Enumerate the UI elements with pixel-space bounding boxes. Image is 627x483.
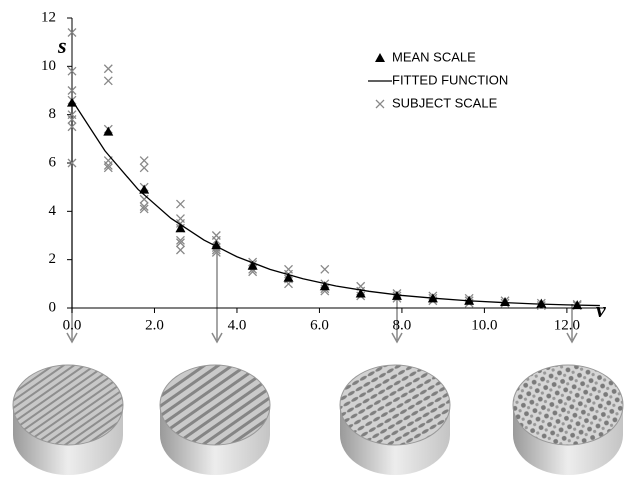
texture-cylinder: [339, 364, 451, 475]
texture-cylinder: [12, 364, 124, 475]
subject-point: [176, 245, 185, 255]
mean-point: [283, 272, 294, 282]
subject-point: [67, 66, 77, 76]
x-tick-label: 0.0: [63, 317, 82, 333]
y-tick-label: 4: [49, 203, 57, 219]
y-tick-label: 8: [49, 106, 57, 122]
subject-point: [139, 202, 149, 211]
subject-point: [67, 115, 77, 124]
x-tick-label: 12.0: [554, 317, 580, 333]
subject-point: [67, 86, 77, 95]
x-tick-label: 10.0: [471, 317, 497, 333]
mean-point: [355, 288, 366, 298]
subject-point: [139, 163, 149, 173]
mean-point: [175, 223, 186, 233]
subject-point: [139, 204, 149, 214]
subject-point: [103, 64, 113, 74]
fitted-line: [71, 99, 600, 307]
y-tick-label: 2: [49, 251, 57, 267]
mean-point: [103, 126, 114, 136]
x-tick-label: 2.0: [145, 317, 164, 333]
texture-samples: [12, 364, 624, 475]
y-tick-label: 10: [41, 58, 56, 74]
subject-point: [67, 158, 77, 168]
pointer-arrows: [66, 102, 578, 344]
y-axis-label: s: [57, 33, 67, 58]
subject-point: [103, 160, 113, 170]
subject-point: [211, 247, 221, 257]
mean-point: [319, 281, 330, 291]
mean-point: [536, 298, 547, 308]
legend-label: FITTED FUNCTION: [392, 72, 508, 87]
x-tick-label: 8.0: [393, 317, 412, 333]
y-tick-label: 0: [49, 299, 57, 315]
mean-point: [500, 296, 511, 306]
subject-point: [67, 122, 77, 132]
subject-point: [103, 163, 113, 173]
x-axis-label: v: [596, 297, 606, 322]
mean-point: [427, 293, 438, 303]
x-tick-label: 4.0: [228, 317, 247, 333]
mean-point: [247, 260, 258, 270]
mean-point: [211, 240, 222, 250]
mean-point: [139, 184, 150, 194]
mean-point: [67, 97, 77, 107]
subject-point: [320, 264, 330, 274]
y-tick-label: 12: [41, 9, 56, 25]
subject-point: [176, 238, 185, 248]
mean-point: [464, 295, 475, 305]
subject-point: [176, 199, 185, 209]
subject-point: [139, 156, 149, 166]
plot: 0 2 4 6 8 10 12 0.0 2.0 4.0 6.0 8.0 10.0 12.0: [41, 9, 604, 333]
subject-point: [176, 235, 185, 245]
subject-point: [103, 76, 113, 86]
legend-swatch: [375, 53, 385, 62]
texture-cylinder: [159, 364, 271, 475]
x-tick-label: 6.0: [310, 317, 329, 333]
mean-point: [391, 290, 402, 300]
legend-label: SUBJECT SCALE: [392, 95, 498, 110]
subject-point: [67, 28, 77, 37]
y-tick-label: 6: [49, 154, 57, 170]
legend-label: MEAN SCALE: [392, 49, 476, 64]
legend-swatch: [375, 99, 385, 109]
mean-point: [572, 300, 583, 310]
texture-cylinder: [512, 364, 624, 475]
